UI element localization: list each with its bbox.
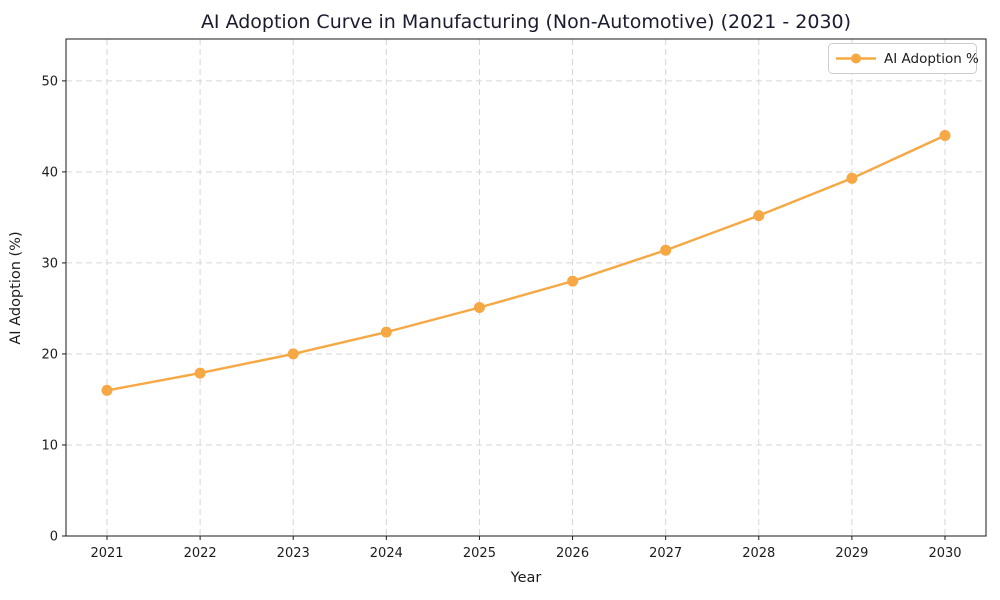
y-tick-label: 20 (41, 347, 58, 362)
data-point (660, 244, 672, 256)
y-axis-label: AI Adoption (%) (8, 231, 24, 344)
x-tick-label: 2029 (835, 546, 868, 561)
data-point (846, 172, 858, 184)
data-point (473, 302, 485, 313)
data-point (194, 367, 206, 379)
x-tick-label: 2025 (463, 546, 496, 561)
data-point (753, 210, 765, 222)
data-point (567, 275, 579, 287)
data-point (939, 130, 951, 141)
x-tick-label: 2021 (90, 546, 123, 561)
data-line (105, 134, 947, 392)
grid-layer (66, 39, 986, 536)
data-point (101, 384, 113, 396)
data-series-layer (101, 130, 951, 396)
x-tick-label: 2026 (556, 546, 589, 561)
legend-box (828, 43, 977, 74)
data-point (287, 348, 299, 360)
y-tick-label: 10 (41, 438, 58, 453)
plot-area-border (65, 38, 987, 537)
legend-label: AI Adoption % (884, 51, 979, 67)
x-tick-label: 2022 (184, 546, 217, 561)
data-point (380, 326, 392, 338)
x-tick-label: 2028 (742, 546, 775, 561)
y-tick-label: 30 (41, 256, 58, 271)
y-tick-label: 40 (41, 165, 58, 180)
y-tick-label: 0 (50, 530, 58, 545)
y-tick-label: 50 (41, 74, 58, 89)
x-tick-label: 2023 (277, 546, 310, 561)
legend-marker-icon (851, 53, 861, 64)
x-axis-label: Year (510, 570, 542, 586)
x-tick-label: 2030 (928, 546, 961, 561)
x-tick-label: 2024 (370, 546, 403, 561)
legend: AI Adoption % (828, 43, 979, 74)
chart-title: AI Adoption Curve in Manufacturing (Non-… (201, 11, 851, 33)
x-tick-label: 2027 (649, 546, 682, 561)
